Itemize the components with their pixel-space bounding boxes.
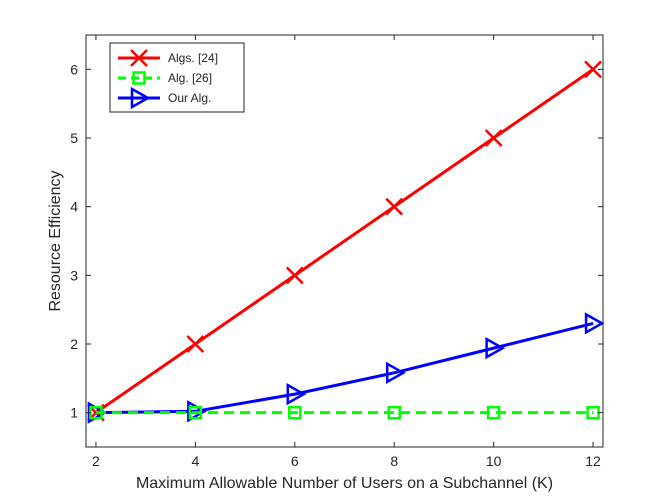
legend-marker: [130, 49, 148, 67]
y-tick-label: 5: [70, 130, 78, 146]
data-point-stroke: [186, 335, 205, 353]
data-point: [584, 312, 605, 335]
data-point: [285, 266, 304, 285]
legend-entry: Algs. [24]: [118, 49, 218, 67]
x-tick-label: 4: [191, 453, 199, 469]
y-tick-label: 4: [70, 199, 78, 215]
plot-frame: [85, 34, 604, 448]
legend-entry: Our Alg.: [118, 86, 211, 110]
x-tick-label: 6: [291, 453, 299, 469]
y-tick-label: 1: [70, 405, 78, 421]
data-point: [188, 405, 203, 420]
data-point: [385, 197, 404, 216]
x-tick-label: 2: [92, 453, 100, 469]
x-tick-label: 10: [486, 453, 502, 469]
data-point-stroke: [385, 197, 404, 216]
legend-marker: [132, 71, 146, 85]
y-axis-label: Resource Efficiency: [47, 170, 64, 311]
data-point: [486, 405, 501, 420]
legend-label: Our Alg.: [168, 91, 211, 105]
y-tick-label: 6: [70, 61, 78, 77]
series-line: [95, 68, 594, 414]
legend-label: Alg. [26]: [168, 71, 212, 85]
y-tick-label: 2: [70, 336, 78, 352]
x-tick-label: 12: [585, 453, 601, 469]
legend-label: Algs. [24]: [168, 51, 218, 65]
legend-marker-stroke: [130, 49, 148, 67]
y-tick-label: 3: [70, 267, 78, 283]
data-point: [286, 382, 307, 406]
series-layer: [87, 60, 605, 424]
data-point: [484, 129, 503, 147]
data-point: [288, 405, 302, 420]
data-point: [385, 361, 406, 384]
data-point-stroke: [484, 129, 503, 147]
data-point: [584, 60, 602, 79]
legend: Algs. [24] Alg. [26] Our Alg.: [109, 42, 245, 113]
x-tick-label: 8: [390, 453, 398, 469]
data-point: [186, 335, 205, 353]
data-point-stroke: [584, 60, 602, 79]
x-axis-label: Maximum Allowable Number of Users on a S…: [136, 475, 553, 492]
data-point-stroke: [285, 266, 304, 285]
data-point: [387, 405, 401, 420]
data-point: [485, 336, 506, 360]
legend-entry: Alg. [26]: [118, 71, 212, 85]
legend-marker: [130, 86, 151, 110]
series-2: [89, 405, 600, 420]
